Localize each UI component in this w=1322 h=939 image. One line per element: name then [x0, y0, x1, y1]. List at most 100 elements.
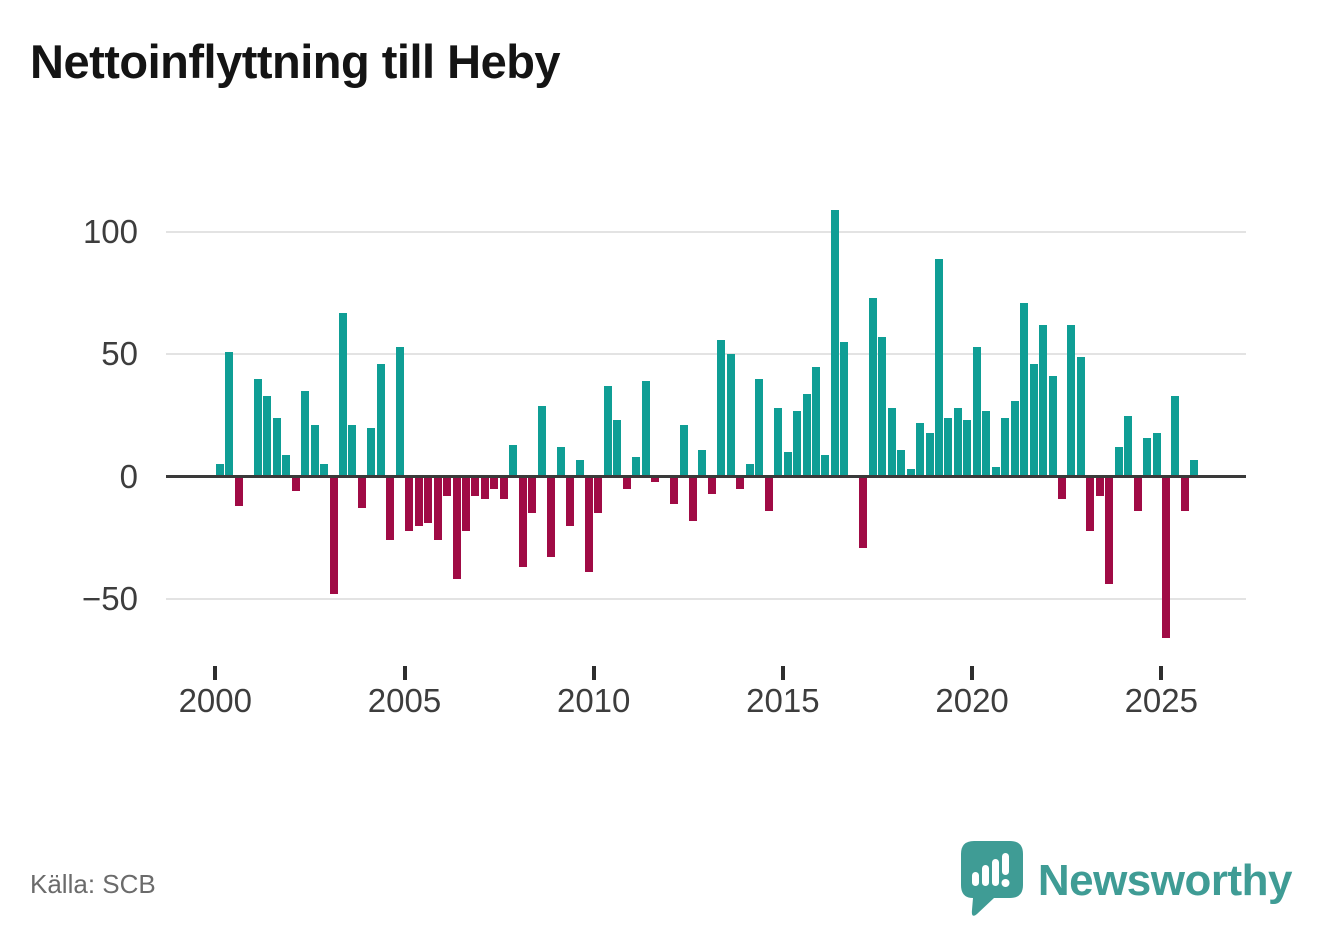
newsworthy-wordmark: Newsworthy [1037, 856, 1293, 905]
x-tick-mark [970, 666, 975, 680]
bar [717, 339, 726, 477]
y-tick-label: 50 [101, 335, 138, 373]
bar [1076, 356, 1085, 477]
bar [443, 476, 452, 497]
x-tick-mark [402, 666, 407, 680]
bar [547, 476, 556, 558]
bar [263, 395, 272, 477]
bar [840, 342, 849, 477]
bar [320, 464, 329, 477]
bar [613, 420, 622, 477]
bar [1114, 447, 1123, 477]
bar [745, 464, 754, 477]
x-tick-mark [213, 666, 218, 680]
bar [859, 476, 868, 548]
bar [830, 210, 839, 477]
gridline [166, 231, 1246, 234]
bar [528, 476, 537, 514]
bar [1152, 432, 1161, 477]
bar [622, 476, 631, 489]
x-tick-mark [591, 666, 596, 680]
x-tick-label: 2015 [746, 682, 820, 719]
bar [802, 393, 811, 477]
bar [348, 425, 357, 477]
bar [253, 378, 262, 477]
bar [216, 464, 225, 477]
bar [670, 476, 679, 504]
bar [471, 476, 480, 497]
bar [1010, 400, 1019, 477]
bar [1020, 302, 1029, 477]
bar [679, 425, 688, 477]
x-tick-label: 2010 [556, 682, 631, 719]
bar [1039, 325, 1048, 477]
newsworthy-logo: Newsworthy [960, 840, 1293, 923]
bar [1029, 364, 1038, 477]
bar [736, 476, 745, 489]
bar [916, 422, 925, 477]
bar [868, 298, 877, 477]
bar [452, 476, 461, 580]
newsworthy-bubble-icon [960, 840, 1024, 923]
bar [878, 337, 887, 477]
bar [793, 410, 802, 477]
bar [1180, 476, 1189, 511]
bar [641, 381, 650, 477]
bar [584, 476, 593, 573]
bar [461, 476, 470, 531]
bar [291, 476, 300, 492]
bar [556, 447, 565, 477]
bar [707, 476, 716, 494]
bar [651, 476, 660, 482]
bar [1171, 395, 1180, 477]
bar [783, 452, 792, 477]
bar [339, 312, 347, 477]
bar [376, 364, 385, 477]
bar [509, 444, 518, 477]
source-note: Källa: SCB [30, 869, 156, 899]
bar [1143, 437, 1152, 477]
y-tick-label: 100 [82, 213, 138, 251]
x-tick-mark [780, 666, 785, 680]
bar [433, 476, 442, 541]
bar [774, 408, 783, 477]
bar [982, 410, 991, 477]
bar [301, 391, 310, 477]
bar [357, 476, 366, 509]
bar [726, 354, 735, 477]
gridline [166, 353, 1246, 356]
bar [1086, 476, 1095, 531]
bar [405, 476, 414, 531]
bar [1001, 417, 1010, 477]
bar [603, 386, 612, 477]
bar [1124, 415, 1133, 477]
bar [812, 366, 820, 477]
bar [480, 476, 489, 499]
bar [225, 351, 234, 477]
x-tick-label: 2005 [367, 682, 442, 719]
bar [1133, 476, 1142, 511]
bar [282, 454, 291, 477]
bar [906, 469, 915, 477]
bar [272, 417, 281, 477]
bar [755, 378, 764, 477]
bar [234, 476, 243, 507]
bar [1048, 376, 1057, 477]
bar [953, 408, 962, 477]
zero-gridline [166, 475, 1246, 479]
bar [424, 476, 433, 524]
bar [963, 420, 972, 477]
bar [367, 427, 376, 477]
bar [632, 457, 641, 477]
bar [310, 425, 319, 477]
x-tick-mark [1159, 666, 1164, 680]
x-tick-label: 2020 [935, 682, 1009, 719]
bar [972, 347, 981, 477]
x-tick-label: 2025 [1124, 682, 1198, 719]
bar [1095, 476, 1104, 497]
bar [518, 476, 527, 568]
bar [566, 476, 575, 526]
bar [1067, 325, 1076, 477]
bar [764, 476, 773, 511]
bar [499, 476, 508, 499]
